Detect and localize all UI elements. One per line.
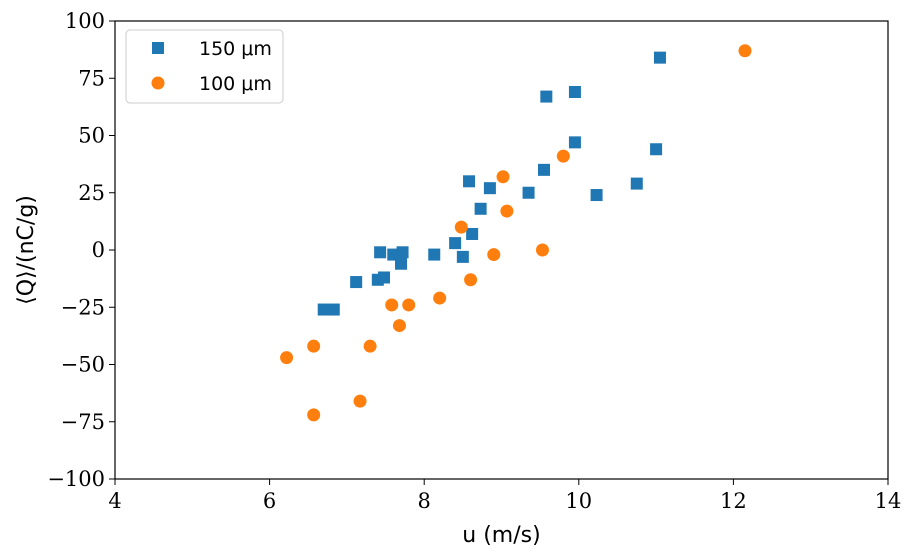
- x-axis-label: u (m/s): [462, 523, 540, 548]
- x-tick-label: 8: [418, 489, 431, 513]
- data-point-150um: [378, 271, 391, 284]
- data-point-150um: [396, 246, 409, 259]
- data-point-100um: [556, 149, 570, 163]
- y-tick-label: 0: [92, 238, 105, 262]
- data-point-150um: [374, 246, 387, 259]
- legend-marker-100um: [151, 76, 165, 90]
- data-point-150um: [538, 163, 551, 176]
- x-tick-label: 12: [720, 489, 747, 513]
- data-point-150um: [540, 90, 553, 103]
- x-tick-label: 14: [875, 489, 902, 513]
- data-point-100um: [402, 298, 416, 312]
- y-tick-label: 25: [78, 181, 105, 205]
- legend-label-100um: 100 μm: [199, 73, 272, 95]
- data-point-150um: [522, 186, 535, 199]
- y-tick-label: −50: [61, 353, 105, 377]
- data-point-100um: [738, 44, 752, 58]
- data-point-150um: [387, 248, 400, 261]
- x-tick-label: 4: [108, 489, 121, 513]
- data-point-100um: [500, 204, 514, 218]
- y-tick-label: 50: [78, 124, 105, 148]
- y-tick-label: −25: [61, 295, 105, 319]
- data-point-100um: [280, 351, 294, 365]
- y-axis-label: ⟨Q⟩/(nC/g): [14, 195, 39, 305]
- y-tick-label: 100: [65, 9, 105, 33]
- data-point-100um: [433, 291, 447, 305]
- data-point-100um: [454, 220, 468, 234]
- data-point-100um: [385, 298, 399, 312]
- data-point-150um: [568, 136, 581, 149]
- data-point-150um: [350, 276, 363, 289]
- x-tick-label: 6: [263, 489, 276, 513]
- data-point-150um: [463, 175, 476, 188]
- data-point-100um: [487, 248, 501, 262]
- data-point-100um: [535, 243, 549, 257]
- data-point-100um: [307, 339, 321, 353]
- data-point-150um: [474, 202, 487, 215]
- axis-ticks: 4 6 8 10 12 14 −100 −75 −50 −25 0 25 50 75 100: [47, 9, 901, 513]
- data-point-100um: [307, 408, 321, 422]
- data-point-150um: [466, 227, 479, 240]
- data-point-150um: [590, 189, 603, 202]
- data-point-150um: [630, 177, 643, 190]
- y-tick-label: −100: [47, 467, 105, 491]
- data-point-150um: [650, 143, 663, 156]
- data-point-100um: [363, 339, 377, 353]
- data-point-150um: [395, 257, 408, 270]
- data-point-150um: [653, 51, 666, 64]
- data-points: [280, 44, 752, 422]
- data-point-150um: [449, 237, 462, 250]
- x-tick-label: 10: [565, 489, 592, 513]
- legend-marker-150um: [152, 42, 164, 54]
- data-point-100um: [464, 273, 478, 287]
- data-point-150um: [428, 248, 441, 261]
- data-point-150um: [327, 303, 340, 316]
- y-tick-label: 75: [78, 66, 105, 90]
- data-point-100um: [353, 394, 367, 408]
- y-tick-label: −75: [61, 410, 105, 434]
- plot-frame: [114, 20, 889, 480]
- data-point-100um: [392, 319, 406, 333]
- legend: 150 μm 100 μm: [125, 29, 284, 104]
- data-point-150um: [456, 250, 469, 263]
- legend-label-150um: 150 μm: [199, 38, 272, 60]
- data-point-100um: [496, 170, 510, 184]
- legend-box: [125, 29, 284, 104]
- data-point-150um: [317, 303, 330, 316]
- data-point-150um: [483, 182, 496, 195]
- data-point-150um: [568, 85, 581, 98]
